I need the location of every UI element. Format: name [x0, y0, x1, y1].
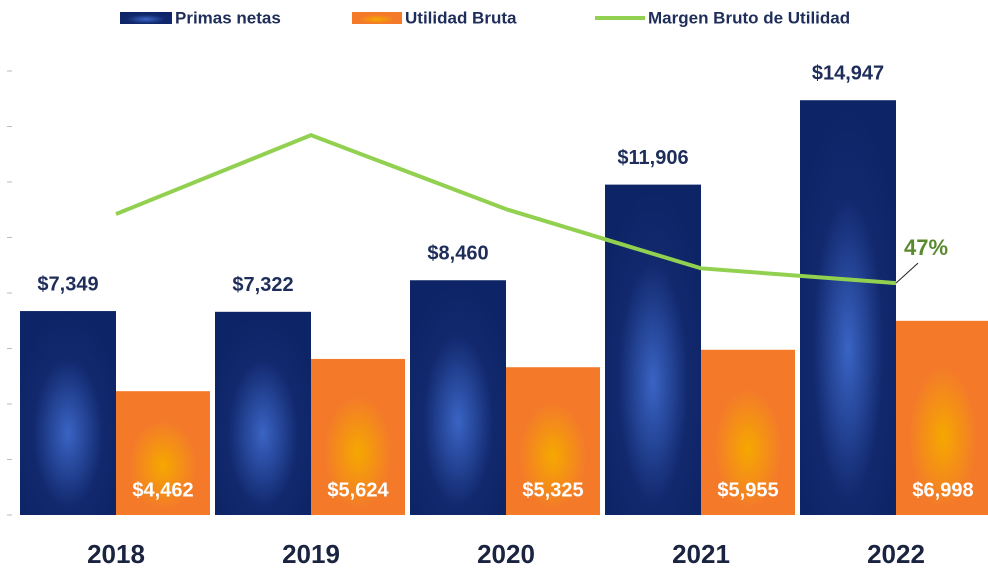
legend-swatch — [352, 12, 402, 24]
value-label: $11,906 — [617, 147, 688, 169]
legend-label: Margen Bruto de Utilidad — [648, 8, 850, 27]
value-label: 47% — [904, 235, 948, 260]
bar — [410, 280, 506, 515]
bar — [20, 311, 116, 515]
value-label: $5,325 — [522, 479, 583, 501]
bar — [215, 311, 311, 515]
bar — [896, 320, 988, 515]
line — [115, 132, 897, 286]
value-label: $5,624 — [327, 479, 389, 501]
bar — [800, 100, 896, 515]
bar — [311, 358, 405, 515]
legend-label: Primas netas — [175, 8, 281, 27]
value-label: $5,955 — [717, 479, 778, 501]
bar — [116, 391, 210, 515]
value-label: $6,998 — [912, 479, 973, 501]
value-label: $7,322 — [232, 274, 293, 296]
bar — [701, 349, 795, 515]
legend-label: Utilidad Bruta — [405, 8, 517, 27]
leader-line — [895, 262, 919, 284]
value-label: $8,460 — [427, 243, 488, 265]
x-tick-label: 2020 — [477, 539, 535, 569]
bar — [605, 184, 701, 515]
x-tick-label: 2021 — [672, 539, 730, 569]
bar — [506, 367, 600, 515]
x-tick-label: 2019 — [282, 539, 340, 569]
value-label: $14,947 — [812, 63, 884, 85]
x-tick-label: 2022 — [867, 539, 925, 569]
legend-swatch — [120, 12, 172, 24]
x-tick-label: 2018 — [87, 539, 145, 569]
value-label: $4,462 — [132, 479, 193, 501]
value-label: $7,349 — [37, 273, 98, 295]
